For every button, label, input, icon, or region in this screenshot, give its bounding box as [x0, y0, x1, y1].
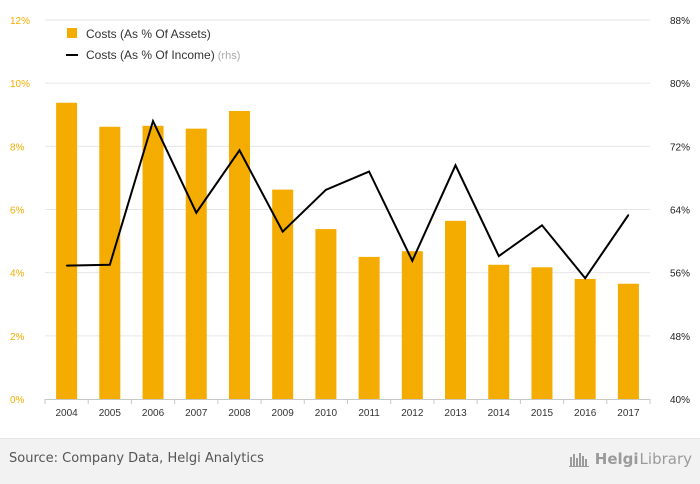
x-tick-label: 2006 [142, 408, 165, 419]
brand-name: Helgi [594, 450, 639, 468]
y-left-tick-label: 2% [10, 332, 25, 343]
x-tick-label: 2013 [444, 408, 467, 419]
x-tick-label: 2005 [99, 408, 122, 419]
y-right-tick-label: 48% [670, 332, 690, 343]
y-left-tick-label: 4% [10, 269, 25, 280]
bar [185, 128, 207, 399]
bar [574, 278, 596, 399]
line-point [454, 164, 457, 167]
x-tick-label: 2010 [315, 408, 338, 419]
library-icon [568, 453, 589, 467]
legend-rhs-suffix: (rhs) [215, 50, 241, 62]
x-tick-label: 2011 [358, 408, 380, 419]
bar [272, 189, 294, 399]
bar [358, 256, 380, 399]
axes: 0% 2% 4% 6% 8% 10% 12% 40% 48% 56% 64% 72% 80% 88% 200… [10, 16, 690, 419]
y-left-tick-label: 6% [10, 206, 25, 217]
x-tick-label: 2012 [401, 408, 424, 419]
bar [488, 264, 510, 399]
line-path [66, 118, 630, 280]
x-tick-label: 2008 [228, 408, 251, 419]
source-note: Source: Company Data, Helgi Analytics [9, 451, 264, 466]
legend: Costs (As % Of Assets) Costs (As % Of Inc… [66, 27, 240, 62]
line-point [541, 224, 543, 227]
legend-swatch-bar [67, 28, 77, 38]
y-right-tick-label: 72% [670, 142, 690, 153]
line-point [584, 277, 586, 279]
line-point [281, 230, 284, 233]
line-point [109, 263, 111, 266]
bar [142, 125, 164, 399]
brand-logo: Helgi Library [568, 450, 692, 468]
bar [315, 229, 337, 399]
bar [401, 251, 423, 399]
x-tick-label: 2004 [55, 408, 78, 419]
line-point [411, 260, 414, 262]
line-point [368, 170, 370, 173]
footer: Source: Company Data, Helgi Analytics He… [0, 438, 700, 484]
y-right-tick-label: 40% [670, 395, 690, 406]
line-series [65, 118, 630, 280]
y-right-tick-label: 80% [670, 79, 690, 90]
line-point [238, 149, 241, 152]
line-point [497, 255, 500, 257]
x-tick-label: 2015 [531, 408, 554, 419]
bar [56, 102, 78, 399]
y-left-tick-label: 10% [10, 79, 30, 90]
y-left-tick-label: 0% [10, 395, 25, 406]
bar [228, 110, 250, 400]
y-left-tick-label: 8% [10, 142, 25, 153]
y-right-tick-label: 64% [670, 206, 690, 217]
line-point [152, 120, 154, 122]
bar-series [56, 102, 639, 400]
bar [531, 267, 553, 399]
brand-library: Library [639, 450, 692, 468]
x-tick-label: 2017 [617, 408, 640, 419]
y-right-tick-label: 88% [670, 16, 690, 27]
bar [445, 220, 467, 399]
y-left-tick-label: 12% [10, 16, 30, 27]
line-point [627, 214, 630, 216]
x-tick-label: 2007 [185, 408, 208, 419]
line-point [65, 264, 68, 267]
x-tick-label: 2014 [488, 408, 511, 419]
bar [617, 283, 639, 399]
line-point [325, 188, 327, 191]
legend-label-bar: Costs (As % Of Assets) [86, 27, 211, 41]
y-right-tick-label: 56% [670, 269, 690, 280]
chart: 0% 2% 4% 6% 8% 10% 12% 40% 48% 56% 64% 72% 80% 88% 200… [10, 16, 690, 419]
line-point [195, 211, 198, 214]
x-tick-label: 2016 [574, 408, 597, 419]
x-tick-label: 2009 [272, 408, 295, 419]
legend-label-line: Costs (As % Of Income) (rhs) [86, 48, 240, 62]
